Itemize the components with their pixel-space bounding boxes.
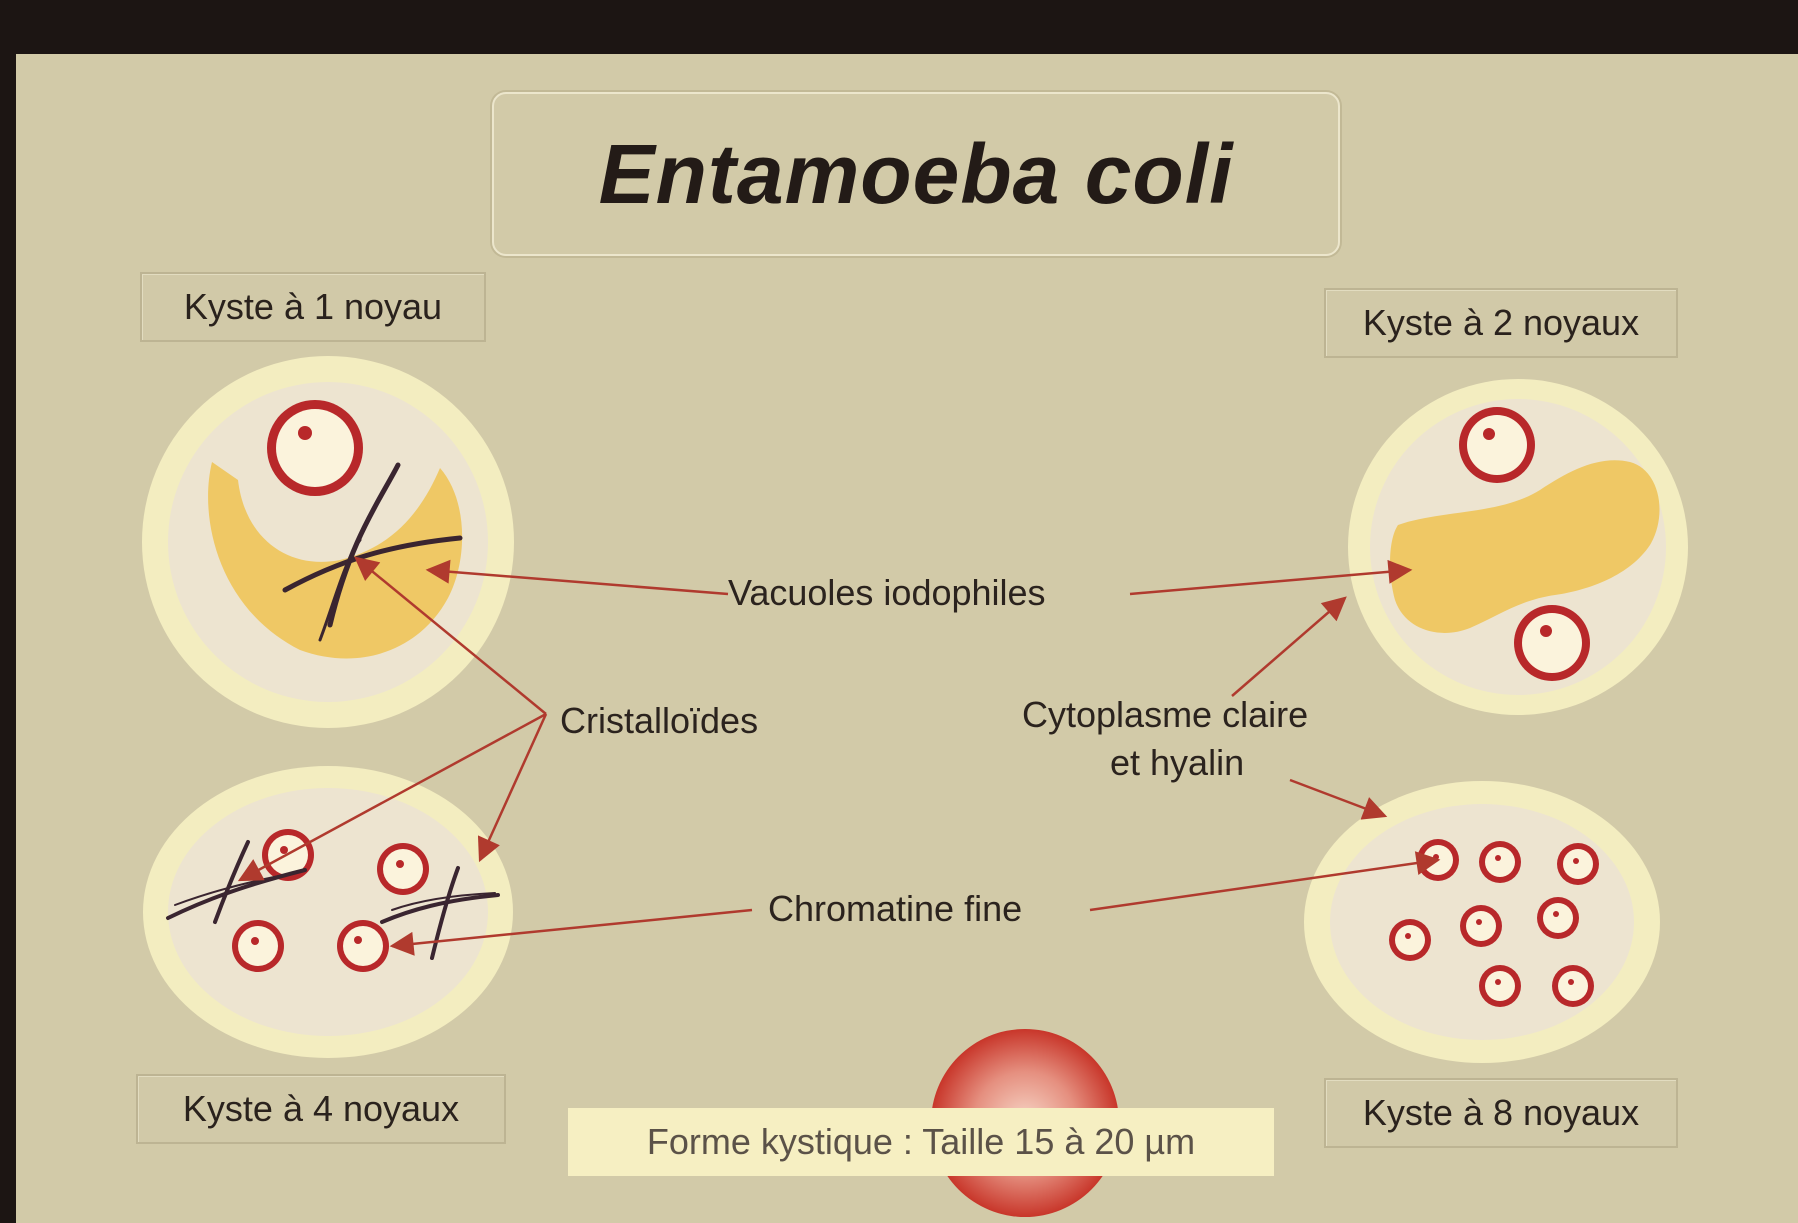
arrow-chromatine-4 [389, 908, 753, 956]
nucleus [232, 920, 284, 972]
chromatoid-bodies [166, 840, 500, 960]
nucleus [267, 400, 363, 496]
label-cyst-4: Kyste à 4 noyaux [136, 1074, 506, 1144]
nucleus [1552, 965, 1594, 1007]
nucleus [1389, 919, 1431, 961]
arrow-cristalloides-4a [237, 712, 547, 882]
nucleus [1479, 965, 1521, 1007]
iodophilic-vacuole-2 [1390, 460, 1660, 633]
annotation-vacuoles: Vacuoles iodophiles [728, 572, 1046, 613]
title-panel: Entamoeba coli [492, 92, 1340, 256]
annotation-cytoplasme-line1: Cytoplasme claire [1022, 694, 1309, 735]
iodophilic-vacuole [208, 462, 463, 659]
arrow-cytoplasme-2 [1231, 596, 1347, 697]
diagram-title: Entamoeba coli [598, 126, 1234, 221]
cyst-4-nuclei [143, 766, 513, 1058]
arrow-chromatine-8 [1089, 851, 1441, 912]
label-cyst-8: Kyste à 8 noyaux [1324, 1078, 1678, 1148]
arrow-cristalloides-4b [477, 713, 548, 863]
cyst-1-nucleus [142, 356, 514, 728]
nucleus [1479, 841, 1521, 883]
cyst-8-nuclei [1304, 781, 1660, 1063]
annotation-chromatine: Chromatine fine [768, 888, 1023, 929]
nucleus [1557, 843, 1599, 885]
annotation-cytoplasme-line2: et hyalin [1110, 742, 1245, 783]
arrow-vacuole-left [425, 559, 729, 596]
annotation-cristalloides: Cristalloïdes [560, 700, 759, 741]
label-cyst-1: Kyste à 1 noyau [140, 272, 486, 342]
label-cyst-2: Kyste à 2 noyaux [1324, 288, 1678, 358]
arrow-cytoplasme-8 [1289, 778, 1388, 820]
chromatoid-bodies [282, 462, 463, 642]
nucleus [337, 920, 389, 972]
nucleus [1537, 897, 1579, 939]
arrow-cristalloides-1 [354, 556, 547, 715]
nucleus [1514, 605, 1590, 681]
nucleus [1459, 407, 1535, 483]
cyst-2-nuclei [1348, 379, 1688, 715]
annotation-arrows [237, 556, 1441, 956]
size-caption: Forme kystique : Taille 15 à 20 µm [568, 1108, 1274, 1176]
nucleus [1460, 905, 1502, 947]
nucleus [377, 843, 429, 895]
arrow-vacuole-right [1129, 559, 1413, 596]
